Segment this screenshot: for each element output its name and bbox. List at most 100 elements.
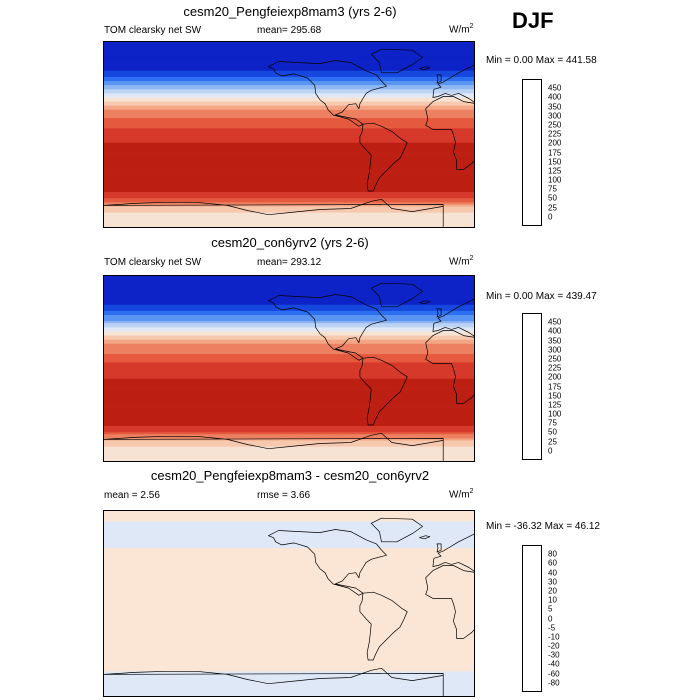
field-band: [104, 198, 474, 201]
field-band: [104, 335, 474, 339]
field-band: [104, 89, 474, 92]
colorbar-frame: [522, 545, 542, 692]
colorbar-tick-label: 300: [548, 345, 562, 355]
panel-3-units: W/m2: [449, 488, 474, 501]
field-band: [104, 292, 474, 295]
field-band: [104, 97, 474, 100]
panel-1-title: cesm20_Pengfeiexp8mam3 (yrs 2-6): [183, 4, 397, 19]
field-band: [104, 399, 474, 402]
field-band: [104, 185, 474, 189]
field-band: [104, 70, 474, 74]
field-band: [104, 683, 474, 687]
field-band: [104, 107, 474, 111]
field-band: [104, 179, 474, 183]
field-band: [104, 167, 474, 170]
panel-2-units: W/m2: [449, 255, 474, 268]
colorbar-tick-label: 450: [548, 317, 562, 327]
field-band: [104, 91, 474, 94]
field-band: [104, 208, 474, 211]
field-band: [104, 617, 474, 621]
colorbar-tick-label: 175: [548, 148, 562, 157]
field-band: [104, 556, 474, 559]
field-band: [104, 391, 474, 394]
panel-3-mean-label: mean = 2.56: [104, 490, 160, 501]
field-band: [104, 165, 474, 168]
field-band: [104, 142, 474, 146]
field-band: [104, 76, 474, 80]
field-band: [104, 196, 474, 199]
field-band: [104, 401, 474, 404]
panel-2-variable-label: TOM clearsky net SW: [104, 257, 202, 268]
field-band: [104, 64, 474, 68]
colorbar-tick-label: -80: [548, 678, 560, 688]
field-band: [104, 622, 474, 625]
field-band: [104, 327, 474, 330]
field-band: [104, 533, 474, 537]
colorbar-tick-label: -40: [548, 659, 560, 669]
field-band: [104, 148, 474, 152]
field-band: [104, 315, 474, 318]
field-band: [104, 426, 474, 429]
panel-1-colorbar: 450 400 350 300 250 225 200 175 150 125 100 75 50 25 0: [522, 79, 582, 226]
coastline-antarctica: [104, 667, 444, 696]
field-band: [104, 574, 474, 578]
field-band: [104, 513, 474, 516]
field-band: [104, 130, 474, 133]
colorbar-tick-label: -20: [548, 641, 560, 651]
colorbar-tick-label: 20: [548, 586, 557, 596]
colorbar-tick-label: 450: [548, 83, 562, 93]
field-band: [104, 302, 474, 306]
field-band: [104, 157, 474, 160]
field-band: [104, 403, 474, 406]
colorbar-tick-label: 125: [548, 166, 562, 176]
field-band: [104, 74, 474, 78]
field-band: [104, 650, 474, 654]
field-band: [104, 576, 474, 580]
field-band: [104, 421, 474, 425]
field-band: [104, 628, 474, 631]
coastline-africa: [425, 330, 474, 404]
field-band: [104, 118, 474, 121]
field-band: [104, 46, 474, 49]
field-band: [104, 548, 474, 551]
field-band: [104, 126, 474, 129]
field-band: [104, 356, 474, 359]
field-band: [104, 444, 474, 448]
field-band: [104, 350, 474, 353]
field-band: [104, 358, 474, 361]
field-band: [104, 384, 474, 388]
field-band: [104, 562, 474, 565]
panel-3-minmax: Min = -36.32 Max = 46.12: [486, 521, 600, 532]
coastline-iceland: [419, 535, 431, 540]
panel-1-variable-label: TOM clearsky net SW: [104, 25, 202, 36]
coastline-north-america: [268, 294, 387, 361]
field-band: [104, 354, 474, 357]
field-band: [104, 366, 474, 369]
field-band: [104, 597, 474, 600]
field-band: [104, 405, 474, 408]
field-band: [104, 661, 474, 664]
field-band: [104, 216, 474, 220]
field-band: [104, 319, 474, 322]
field-band: [104, 210, 474, 214]
panel-1-minmax: Min = 0.00 Max = 441.58: [486, 55, 597, 66]
field-band: [104, 659, 474, 662]
panel-1-mean-label: mean= 295.68: [257, 25, 322, 36]
field-band: [104, 554, 474, 557]
field-band: [104, 341, 474, 345]
field-band: [104, 120, 474, 123]
field-band: [104, 413, 474, 417]
panel-2-title: cesm20_con6yrv2 (yrs 2-6): [211, 235, 369, 250]
colorbar-tick-label: 225: [548, 363, 562, 373]
field-band: [104, 432, 474, 435]
field-band: [104, 595, 474, 598]
colorbar-tick-label: 80: [548, 549, 557, 559]
colorbar-tick-label: 0: [548, 212, 553, 222]
field-band: [104, 436, 474, 439]
field-band: [104, 288, 474, 291]
field-band: [104, 517, 474, 520]
field-band: [104, 138, 474, 142]
field-band: [104, 560, 474, 563]
field-band: [104, 81, 474, 84]
field-band: [104, 646, 474, 650]
